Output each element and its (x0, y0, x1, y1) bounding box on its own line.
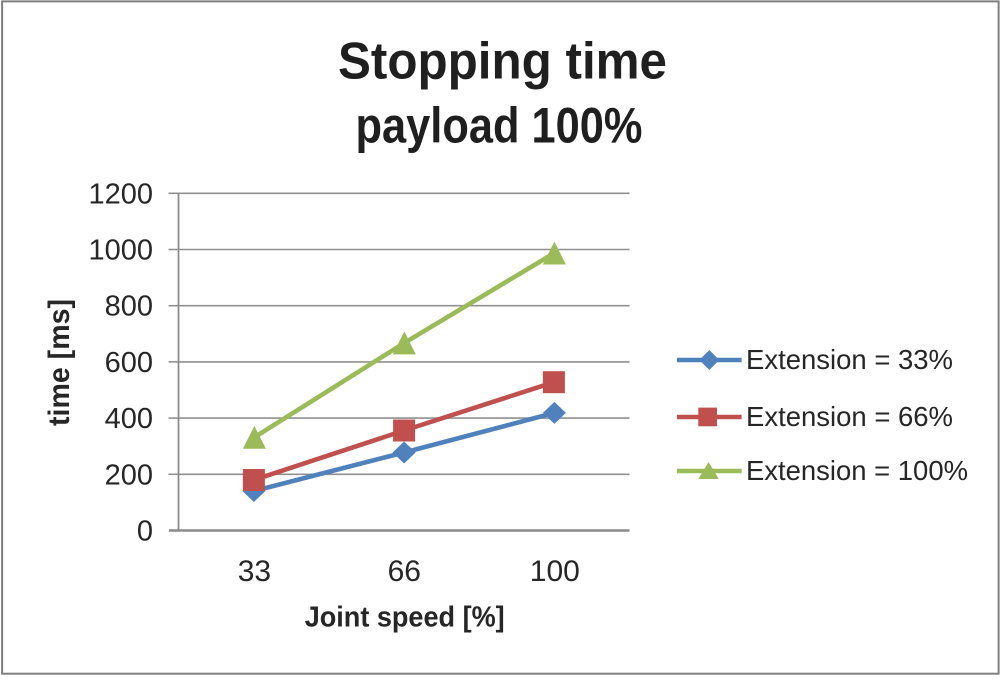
svg-text:1200: 1200 (88, 178, 153, 210)
svg-text:33: 33 (238, 555, 271, 588)
svg-text:payload 100%: payload 100% (356, 98, 643, 154)
svg-text:100: 100 (530, 555, 580, 588)
svg-text:Extension = 66%: Extension = 66% (746, 401, 953, 432)
svg-text:Stopping time: Stopping time (338, 33, 667, 91)
svg-text:400: 400 (105, 403, 153, 435)
svg-text:0: 0 (137, 516, 153, 548)
svg-text:66: 66 (388, 555, 421, 588)
svg-text:1000: 1000 (88, 235, 153, 267)
svg-text:Extension = 100%: Extension = 100% (746, 455, 968, 486)
svg-text:800: 800 (105, 291, 153, 323)
svg-text:time [ms]: time [ms] (43, 299, 76, 426)
svg-text:Extension = 33%: Extension = 33% (746, 344, 953, 375)
svg-text:Joint speed [%]: Joint speed [%] (305, 601, 505, 633)
svg-text:200: 200 (105, 459, 153, 491)
svg-text:600: 600 (105, 347, 153, 379)
